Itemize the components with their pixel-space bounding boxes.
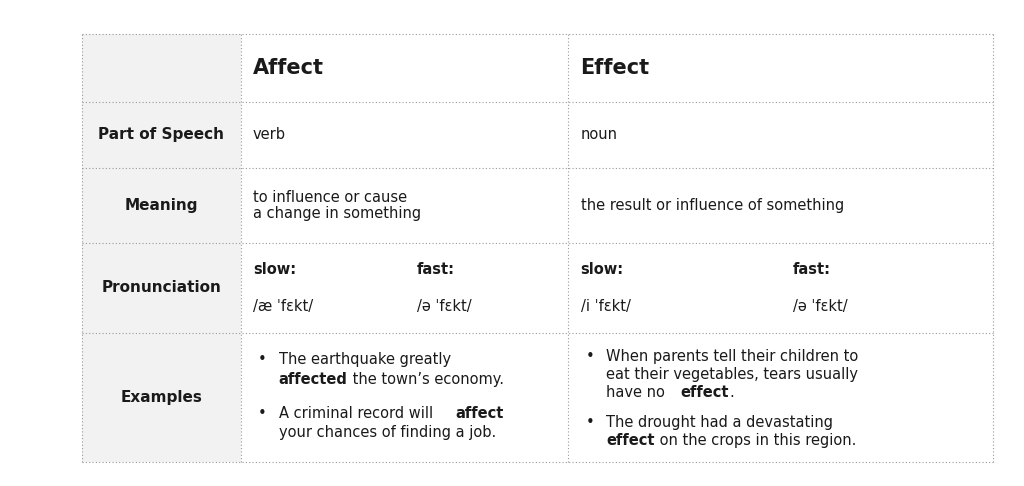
Text: your chances of finding a job.: your chances of finding a job. [279,425,496,440]
Text: •: • [586,416,595,430]
Text: /ə ˈfɛkt/: /ə ˈfɛkt/ [793,299,848,314]
Text: a change in something: a change in something [253,206,421,221]
Text: affect: affect [456,406,504,420]
Text: Part of Speech: Part of Speech [98,127,224,142]
Text: Examples: Examples [121,390,202,405]
Text: eat their vegetables, tears usually: eat their vegetables, tears usually [606,367,858,382]
Text: the town’s economy.: the town’s economy. [348,372,504,386]
Text: •: • [258,352,267,367]
Text: effect: effect [680,385,728,399]
Text: slow:: slow: [253,262,296,277]
Text: When parents tell their children to: When parents tell their children to [606,349,858,364]
Text: Meaning: Meaning [125,198,198,213]
Text: A criminal record will: A criminal record will [279,406,437,420]
Bar [82,34,241,462]
Text: to influence or cause: to influence or cause [253,190,408,205]
Text: slow:: slow: [581,262,624,277]
Text: Effect: Effect [581,58,650,78]
Text: the result or influence of something: the result or influence of something [581,198,844,213]
Text: fast:: fast: [417,262,455,277]
Text: on the crops in this region.: on the crops in this region. [655,434,857,448]
Text: Affect: Affect [253,58,324,78]
Text: noun: noun [581,127,617,142]
Text: .: . [729,385,734,399]
Text: /i ˈfɛkt/: /i ˈfɛkt/ [581,299,631,314]
Text: /æ ˈfɛkt/: /æ ˈfɛkt/ [253,299,313,314]
Text: •: • [258,406,267,420]
Text: have no: have no [606,385,670,399]
Text: Pronunciation: Pronunciation [101,280,221,295]
Text: affected: affected [279,372,347,386]
Text: The earthquake greatly: The earthquake greatly [279,352,451,367]
Text: verb: verb [253,127,286,142]
Text: effect: effect [606,434,654,448]
Text: /ə ˈfɛkt/: /ə ˈfɛkt/ [417,299,471,314]
Text: •: • [586,349,595,364]
Text: fast:: fast: [793,262,831,277]
Text: The drought had a devastating: The drought had a devastating [606,416,834,430]
